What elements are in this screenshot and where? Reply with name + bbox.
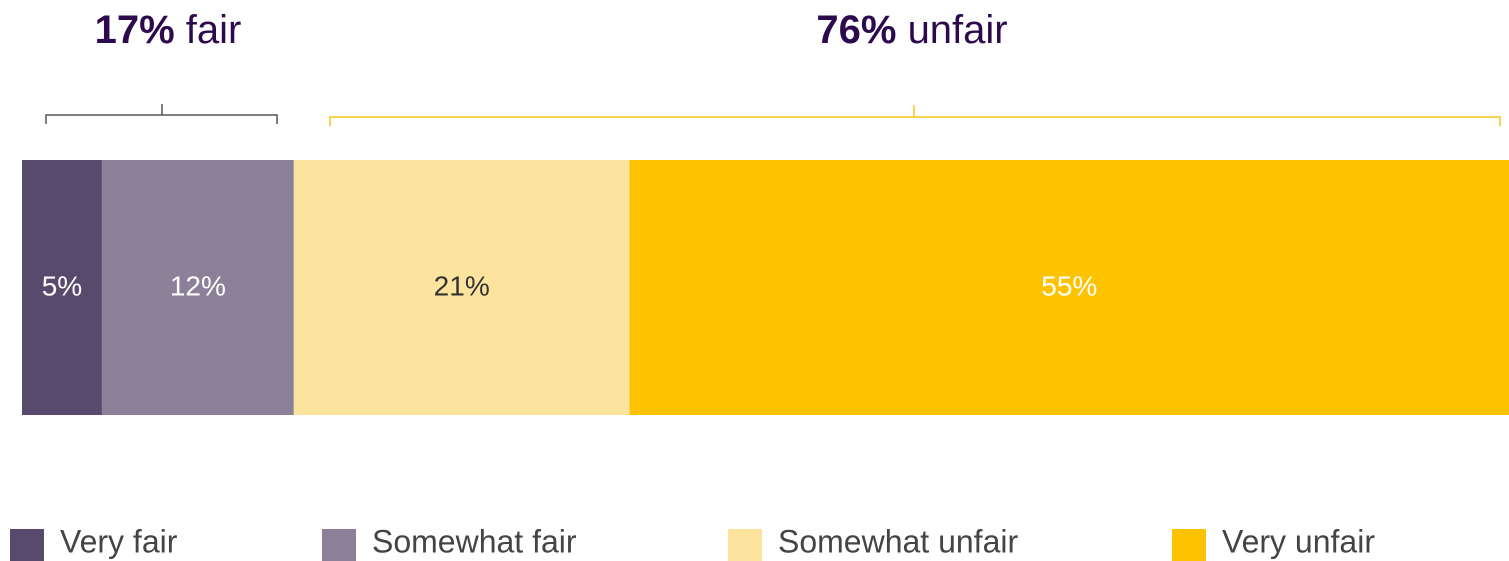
- annotation-text: unfair: [908, 8, 1008, 52]
- bar-segment: [629, 160, 1509, 415]
- annotation-value: 17%: [95, 8, 175, 52]
- data-label: 5%: [42, 270, 82, 301]
- legend-swatch: [728, 529, 762, 561]
- bracket: [45, 104, 278, 124]
- bar-segment: [101, 160, 294, 415]
- bracket: [329, 105, 1501, 126]
- data-label: 21%: [434, 270, 490, 301]
- legend-label: Somewhat fair: [372, 523, 577, 559]
- annotation: 17% fair: [95, 8, 242, 52]
- legend-label: Somewhat unfair: [778, 523, 1018, 559]
- annotation: 76% unfair: [816, 8, 1007, 52]
- legend-label: Very fair: [60, 523, 178, 559]
- annotation-value: 76%: [816, 8, 896, 52]
- bar-segment: [22, 160, 102, 415]
- legend-label: Very unfair: [1222, 523, 1375, 559]
- legend-swatch: [10, 529, 44, 561]
- bar-segment: [293, 160, 630, 415]
- annotation-text: fair: [186, 8, 242, 52]
- legend-swatch: [322, 529, 356, 561]
- legend-swatch: [1172, 529, 1206, 561]
- data-label: 55%: [1041, 270, 1097, 301]
- data-label: 12%: [170, 270, 226, 301]
